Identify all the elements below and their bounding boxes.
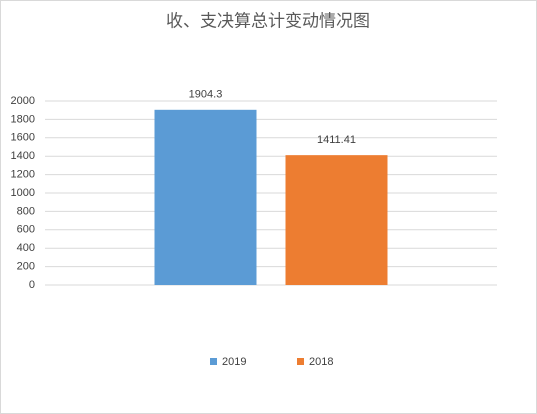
y-tick-label: 1800: [11, 113, 35, 125]
legend-swatch: [210, 358, 217, 365]
data-label: 1411.41: [317, 134, 356, 146]
bar: [285, 155, 388, 285]
legend-label: 2018: [309, 356, 333, 368]
y-tick-label: 1000: [11, 187, 35, 199]
y-tick-label: 200: [17, 261, 35, 273]
data-label: 1904.3: [189, 89, 223, 101]
y-tick-label: 400: [17, 242, 35, 254]
bar: [154, 109, 257, 285]
legend-swatch: [297, 358, 304, 365]
y-tick-label: 1400: [11, 150, 35, 162]
y-tick-label: 1600: [11, 132, 35, 144]
y-tick-label: 1200: [11, 169, 35, 181]
legend-label: 2019: [222, 356, 246, 368]
chart-title: 收、支决算总计变动情况图: [166, 11, 370, 30]
y-tick-label: 800: [17, 205, 35, 217]
y-tick-label: 0: [29, 279, 35, 291]
y-tick-label: 600: [17, 224, 35, 236]
y-tick-label: 2000: [11, 95, 35, 107]
